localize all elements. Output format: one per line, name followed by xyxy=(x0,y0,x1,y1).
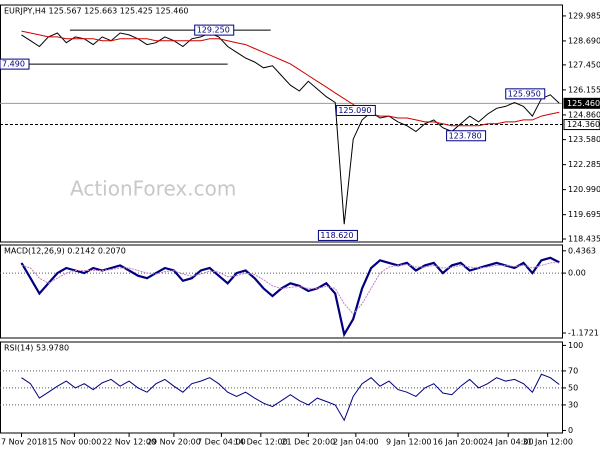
y-tick-label: 120.990 xyxy=(568,185,600,194)
y-tick-label: 0.00 xyxy=(568,269,586,278)
x-tick-label: 16 Jan 20:00 xyxy=(433,438,484,447)
series-line xyxy=(21,373,560,422)
annotation-box xyxy=(0,58,30,70)
annotation-box xyxy=(446,130,487,142)
annotation-label: 125.950 xyxy=(508,89,541,98)
y-tick-label: 127.450 xyxy=(568,60,600,69)
y-tick-label: 119.695 xyxy=(568,210,600,219)
price-label: 125.460 xyxy=(567,99,600,108)
x-tick-label: 7 Dec 04:00 xyxy=(197,438,246,447)
y-tick-label: 70 xyxy=(568,366,578,375)
y-tick-label: 118.435 xyxy=(568,235,600,244)
annotation-label: 129.250 xyxy=(197,26,230,35)
y-tick-label: 123.580 xyxy=(568,135,600,144)
x-tick-label: 9 Jan 12:00 xyxy=(386,438,432,447)
annotation-label: 125.090 xyxy=(338,106,371,115)
x-tick-label: 24 Jan 04:00 xyxy=(483,438,534,447)
x-tick-label: 22 Nov 12:00 xyxy=(102,438,156,447)
annotation-box xyxy=(335,104,376,116)
y-tick-label: 128.690 xyxy=(568,36,600,45)
price-label: 124.360 xyxy=(567,120,600,129)
watermark: ActionForex.com xyxy=(70,177,236,201)
x-tick-label: 31 Jan 12:00 xyxy=(522,438,573,447)
panel-frame xyxy=(0,4,563,243)
annotation-box xyxy=(317,229,358,241)
x-tick-label: 15 Nov 00:00 xyxy=(47,438,101,447)
x-tick-label: 21 Dec 20:00 xyxy=(281,438,335,447)
y-tick-label: 126.155 xyxy=(568,85,600,94)
y-tick-label: 100 xyxy=(568,341,583,350)
price-label-box xyxy=(563,119,600,131)
x-tick-label: 14 Dec 12:00 xyxy=(234,438,288,447)
annotation-box xyxy=(505,88,546,100)
y-tick-label: 124.860 xyxy=(568,110,600,119)
series-line xyxy=(20,256,560,338)
panel-title: RSI(14) 53.9780 xyxy=(4,344,69,353)
y-tick-label: 0 xyxy=(568,426,573,435)
annotation-box xyxy=(194,24,235,36)
annotation-label: 123.780 xyxy=(449,131,482,140)
panel-title: EURJPY,H4 125.567 125.663 125.425 125.46… xyxy=(4,7,189,16)
price-label-box xyxy=(563,97,600,109)
x-tick-label: 7 Nov 2018 xyxy=(1,438,47,447)
series-line xyxy=(21,262,560,315)
x-tick-label: 29 Nov 20:00 xyxy=(147,438,201,447)
panel-frame xyxy=(0,244,563,339)
x-tick-label: 2 Jan 04:00 xyxy=(333,438,379,447)
y-tick-label: 0.4363 xyxy=(568,246,596,255)
series-line xyxy=(21,30,560,127)
annotation-label: 7.490 xyxy=(2,60,25,69)
y-tick-label: 30 xyxy=(568,400,578,409)
panel-title: MACD(12,26,9) 0.2142 0.2070 xyxy=(4,247,126,256)
y-tick-label: -1.1721 xyxy=(568,328,599,337)
y-tick-label: 50 xyxy=(568,383,578,392)
y-tick-label: 122.285 xyxy=(568,160,600,169)
annotation-label: 118.620 xyxy=(320,231,353,240)
y-tick-label: 129.985 xyxy=(568,11,600,20)
